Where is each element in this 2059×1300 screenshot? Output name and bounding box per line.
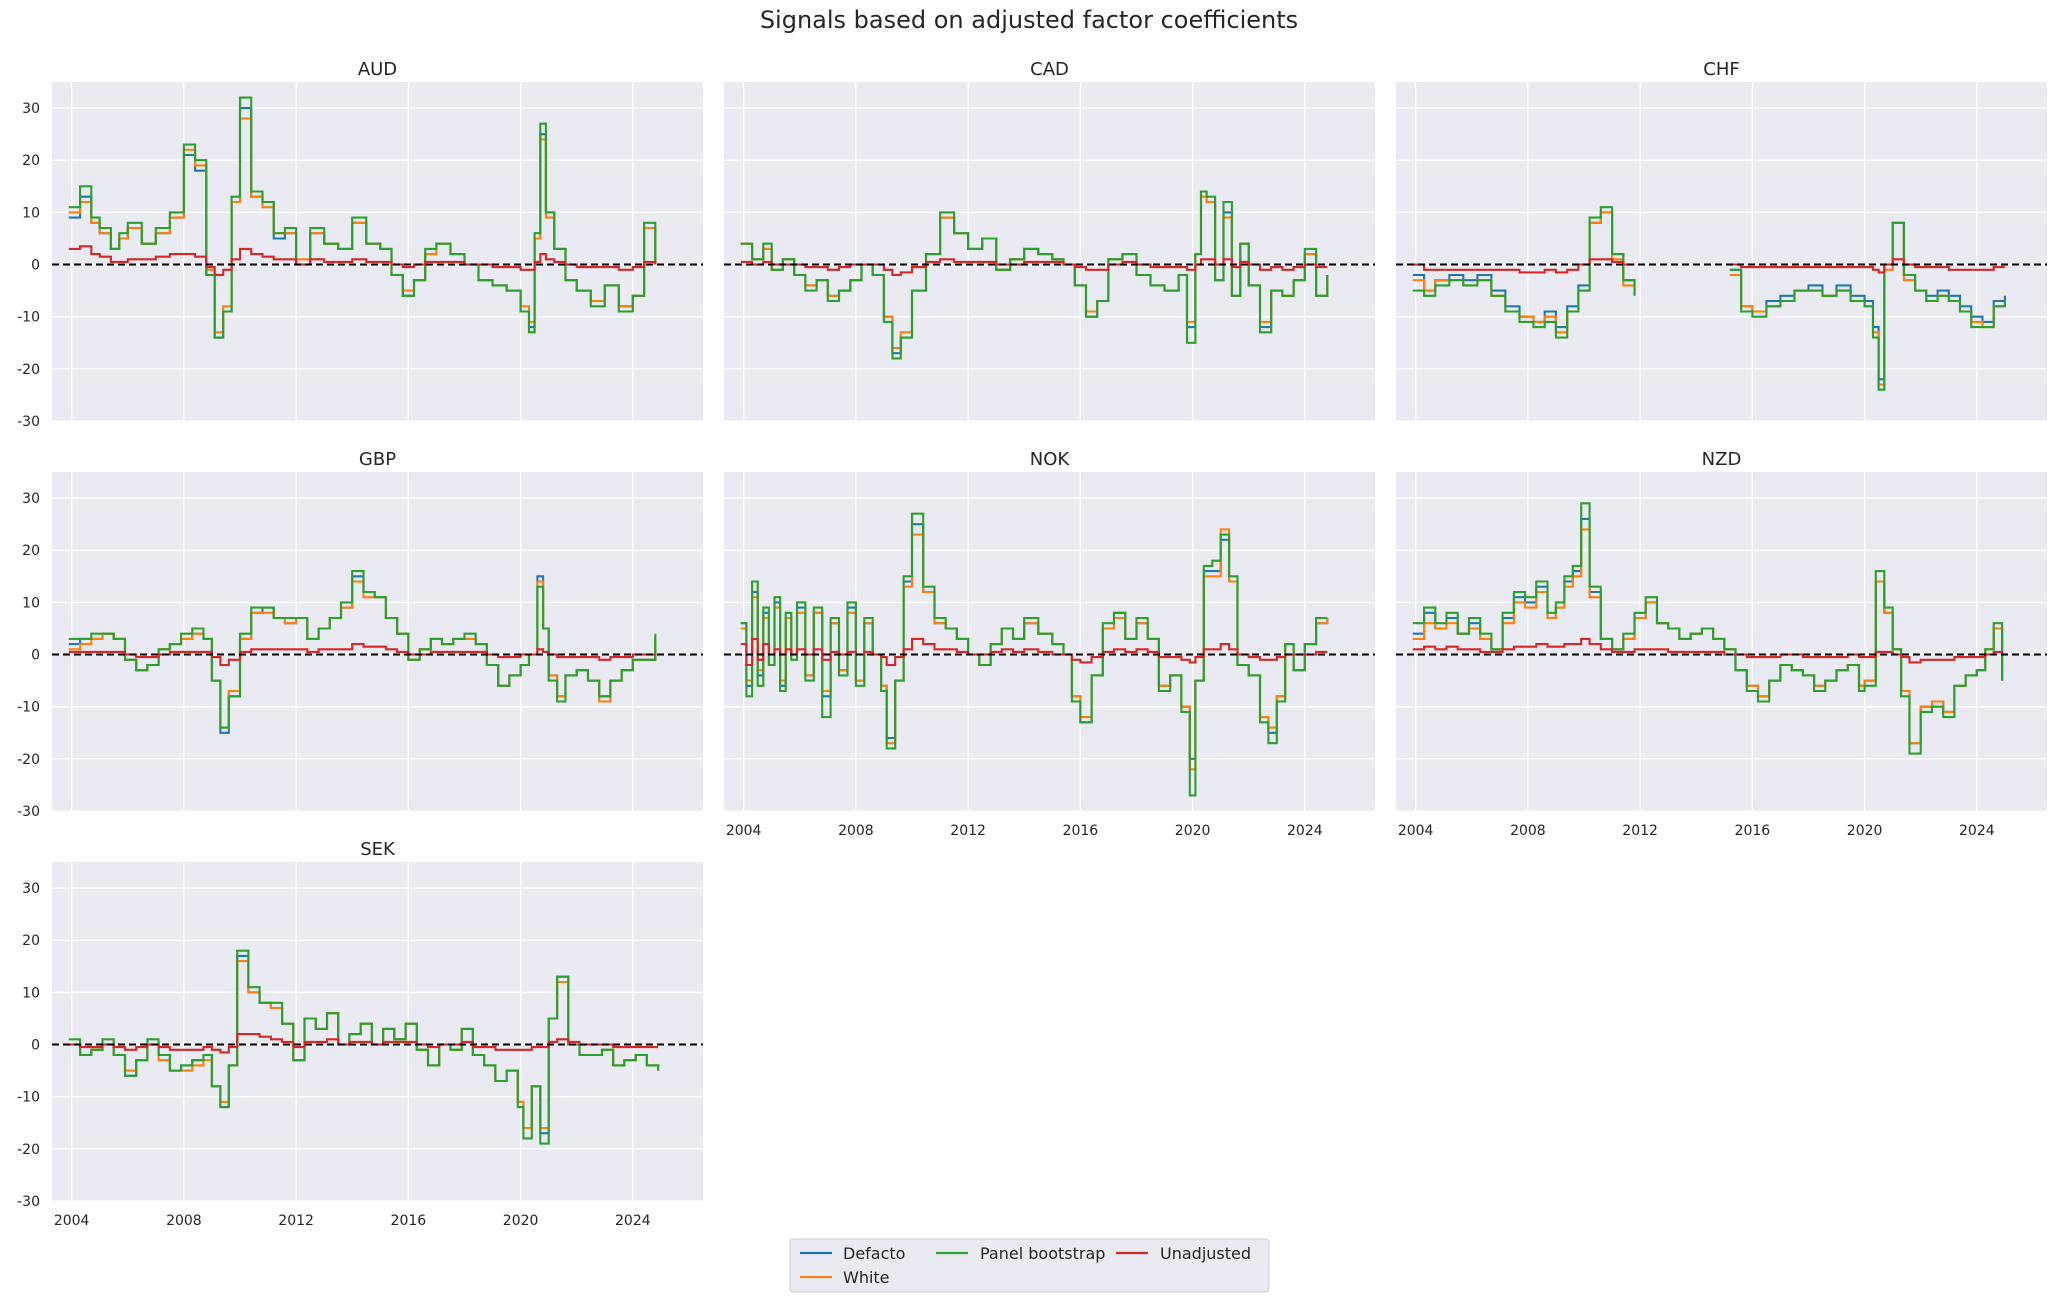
y-tick-label: 0	[31, 1038, 40, 1054]
panel-sek-background	[52, 862, 703, 1201]
panel-title: GBP	[359, 449, 396, 470]
x-tick-label: 2008	[166, 1213, 202, 1229]
x-tick-label: 2024	[1287, 823, 1323, 839]
panel-aud: -30 -20 -10 0 10 20 30 AUD	[17, 59, 703, 430]
panel-title: SEK	[360, 839, 396, 860]
x-tick-label: 2012	[950, 823, 986, 839]
series-line-unadjusted	[68, 245, 657, 277]
panel-nok: 2004 2008 2012 2016 2020 2024 NOK	[724, 449, 1375, 839]
y-tick-label: 0	[31, 258, 40, 274]
panel-cad-series	[740, 190, 1329, 360]
legend-label-white: White	[843, 1268, 890, 1287]
x-tick-label: 2016	[1735, 823, 1771, 839]
series-line-panel-bootstrap	[68, 949, 660, 1145]
panel-nzd-background	[1396, 472, 2047, 811]
panel-title: CHF	[1703, 59, 1739, 80]
y-tick-label: 30	[22, 101, 40, 117]
y-tick-label: 10	[22, 595, 40, 611]
panel-chf-series	[1412, 206, 2006, 391]
panel-title: CAD	[1030, 59, 1069, 80]
y-tick-label: -30	[17, 414, 40, 430]
panel-chf: CHF	[1396, 59, 2047, 422]
x-tick-label: 2016	[391, 1213, 427, 1229]
panel-sek: -30 -20 -10 0 10 20 30 2004 2008 2012 2016 2020 2024…	[17, 839, 703, 1229]
panel-gbp: -30 -20 -10 0 10 20 30 GBP	[17, 449, 703, 820]
y-tick-label: -20	[17, 362, 40, 378]
panel-title: NOK	[1030, 449, 1071, 470]
panel-nok-background	[724, 472, 1375, 811]
series-line-unadjusted	[1412, 258, 2005, 274]
legend-label-defacto: Defacto	[843, 1244, 905, 1263]
y-tick-label: -10	[17, 310, 40, 326]
panel-aud-background	[52, 82, 703, 421]
panel-chf-background	[1396, 82, 2047, 421]
x-tick-label: 2012	[278, 1213, 314, 1229]
legend: Defacto White Panel bootstrap Unadjusted	[789, 1238, 1270, 1293]
x-tick-label: 2004	[54, 1213, 90, 1229]
series-line-panel-bootstrap	[1412, 206, 2006, 391]
legend-label-panel-bootstrap: Panel bootstrap	[980, 1244, 1105, 1263]
y-tick-label: -20	[17, 752, 40, 768]
panel-gbp-background	[52, 472, 703, 811]
series-line-panel-bootstrap	[68, 96, 657, 339]
panel-title: NZD	[1702, 449, 1742, 470]
y-tick-label: 0	[31, 648, 40, 664]
x-tick-label: 2012	[1622, 823, 1658, 839]
y-tick-label: 20	[22, 933, 40, 949]
panel-nok-series	[740, 512, 1329, 797]
panel-title: AUD	[358, 59, 397, 80]
y-tick-label: 20	[22, 543, 40, 559]
x-tick-label: 2004	[726, 823, 762, 839]
y-tick-label: 10	[22, 205, 40, 221]
panel-cad-background	[724, 82, 1375, 421]
series-line-panel-bootstrap	[740, 190, 1329, 360]
y-tick-label: -20	[17, 1142, 40, 1158]
legend-label-unadjusted: Unadjusted	[1160, 1244, 1251, 1263]
y-tick-label: 30	[22, 491, 40, 507]
panel-cad: CAD	[724, 59, 1375, 422]
y-tick-label: -10	[17, 700, 40, 716]
series-line-panel-bootstrap	[68, 570, 657, 729]
x-tick-label: 2024	[615, 1213, 651, 1229]
y-tick-label: 30	[22, 881, 40, 897]
panels: -30 -20 -10 0 10 20 30 AUD CAD CHF -30 -20 -10 0 10 20 3…	[17, 59, 2047, 1229]
panel-aud-series	[68, 96, 657, 339]
x-tick-label: 2020	[1175, 823, 1211, 839]
y-tick-label: -30	[17, 804, 40, 820]
legend-box	[789, 1238, 1270, 1293]
panel-nzd: 2004 2008 2012 2016 2020 2024 NZD	[1396, 449, 2047, 839]
panel-nzd-series	[1412, 502, 2004, 755]
x-tick-label: 2008	[838, 823, 874, 839]
x-tick-label: 2020	[1847, 823, 1883, 839]
x-tick-label: 2024	[1959, 823, 1995, 839]
suptitle: Signals based on adjusted factor coeffic…	[760, 6, 1298, 34]
series-line-unadjusted	[740, 637, 1328, 667]
x-tick-label: 2020	[503, 1213, 539, 1229]
series-line-panel-bootstrap	[1412, 502, 2004, 755]
y-tick-label: 20	[22, 153, 40, 169]
y-tick-label: 10	[22, 985, 40, 1001]
x-tick-label: 2016	[1063, 823, 1099, 839]
x-tick-label: 2004	[1398, 823, 1434, 839]
series-line-panel-bootstrap	[740, 512, 1328, 797]
y-tick-label: -10	[17, 1090, 40, 1106]
y-tick-label: -30	[17, 1194, 40, 1210]
series-line-unadjusted	[1412, 637, 2004, 664]
x-tick-label: 2008	[1510, 823, 1546, 839]
